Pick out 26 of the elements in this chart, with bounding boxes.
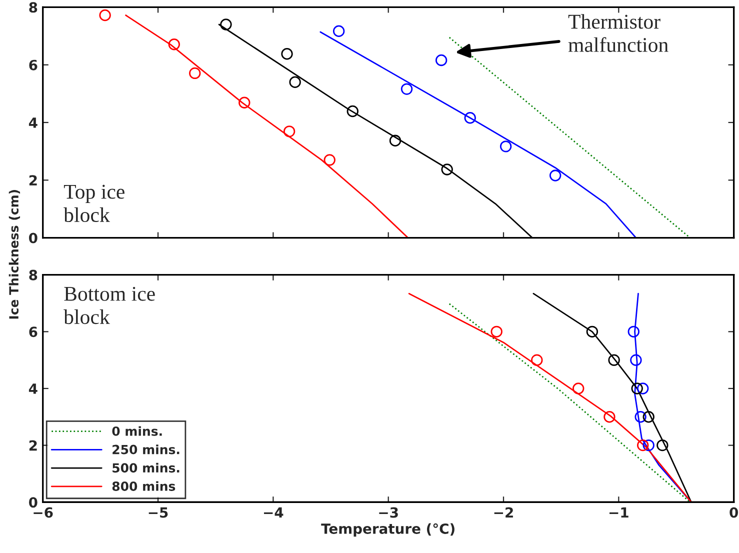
y-tick-label: 2 <box>29 175 37 186</box>
y-tick-label: 2 <box>29 440 37 451</box>
legend-label: 800 mins <box>112 481 176 491</box>
legend-label: 250 mins. <box>112 444 180 454</box>
y-tick-label: 0 <box>29 497 38 508</box>
annotation: Bottom ice block <box>64 286 155 324</box>
x-tick-label: −5 <box>148 507 168 518</box>
x-axis-title: Temperature (°C) <box>321 523 454 537</box>
y-tick-label: 0 <box>29 232 38 244</box>
x-tick-label: −2 <box>494 507 513 518</box>
y-tick-label: 8 <box>29 2 38 13</box>
y-tick-label: 8 <box>29 270 38 280</box>
y-tick-label: 4 <box>28 384 38 394</box>
y-tick-label: 4 <box>28 118 38 128</box>
x-tick-label: −3 <box>379 507 398 518</box>
y-tick-label: 6 <box>29 60 38 70</box>
y-tick-label: 6 <box>29 326 38 338</box>
x-tick-label: −6 <box>34 507 53 518</box>
legend-label: 0 mins. <box>112 426 162 436</box>
annotation: Top ice block <box>64 184 124 222</box>
x-tick-label: −4 <box>264 507 284 518</box>
annotation: Thermistor malfunction <box>568 14 668 52</box>
y-axis-title: Ice Thickness (cm) <box>8 190 20 319</box>
x-tick-label: −1 <box>609 507 628 518</box>
x-tick-label: 0 <box>730 507 738 518</box>
legend-label: 500 mins. <box>112 462 180 473</box>
